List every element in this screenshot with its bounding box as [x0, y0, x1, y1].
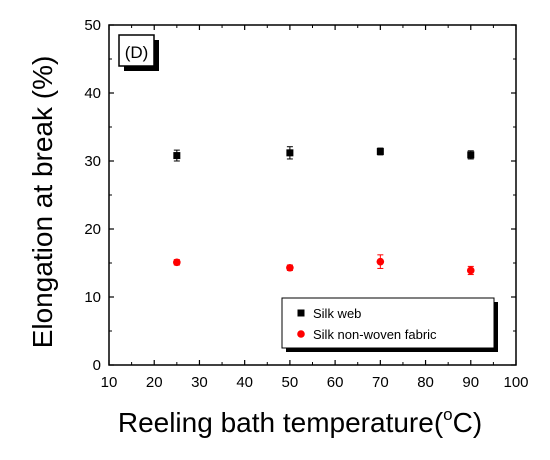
x-tick-label: 80: [417, 374, 434, 391]
data-point-silk-non-woven: [173, 258, 181, 267]
data-point-silk-non-woven: [286, 263, 294, 272]
legend-label-silk-web: Silk web: [313, 306, 361, 321]
x-axis-label-main: Reeling bath temperature(: [118, 407, 444, 438]
y-tick-label: 40: [84, 85, 101, 102]
legend-marker-silk-non-woven: [297, 330, 305, 338]
panel-label: (D): [118, 34, 159, 71]
data-point-silk-non-woven: [466, 266, 475, 275]
x-tick-label: 100: [503, 374, 528, 391]
data-marks: [173, 146, 475, 276]
y-tick-label: 50: [84, 17, 101, 34]
data-point-silk-web: [286, 149, 294, 157]
y-tick-label: 30: [84, 153, 101, 170]
x-tick-label: 40: [236, 374, 253, 391]
y-tick-label: 20: [84, 221, 101, 238]
data-point-silk-web: [467, 151, 475, 159]
y-axis-label: Elongation at break (%): [27, 56, 58, 349]
x-tick-label: 70: [372, 374, 389, 391]
x-axis-label: Reeling bath temperature(oC): [118, 405, 482, 438]
legend: Silk web Silk non-woven fabric: [281, 297, 498, 352]
x-tick-label: 90: [462, 374, 479, 391]
x-axis-label-tail: C): [453, 407, 483, 438]
data-point-silk-non-woven: [376, 257, 385, 266]
x-axis-label-superscript: o: [443, 405, 452, 424]
y-tick-label: 0: [93, 357, 101, 374]
x-tick-label: 20: [146, 374, 163, 391]
x-tick-label: 60: [327, 374, 344, 391]
x-tick-label: 30: [191, 374, 208, 391]
x-tick-label: 50: [282, 374, 299, 391]
data-point-silk-web: [173, 152, 181, 160]
x-tick-label: 10: [101, 374, 118, 391]
panel-label-text: (D): [125, 43, 149, 62]
data-point-silk-web: [376, 147, 384, 155]
legend-marker-silk-web: [297, 309, 305, 317]
y-tick-label: 10: [84, 289, 101, 306]
legend-label-silk-non-woven: Silk non-woven fabric: [313, 327, 437, 342]
